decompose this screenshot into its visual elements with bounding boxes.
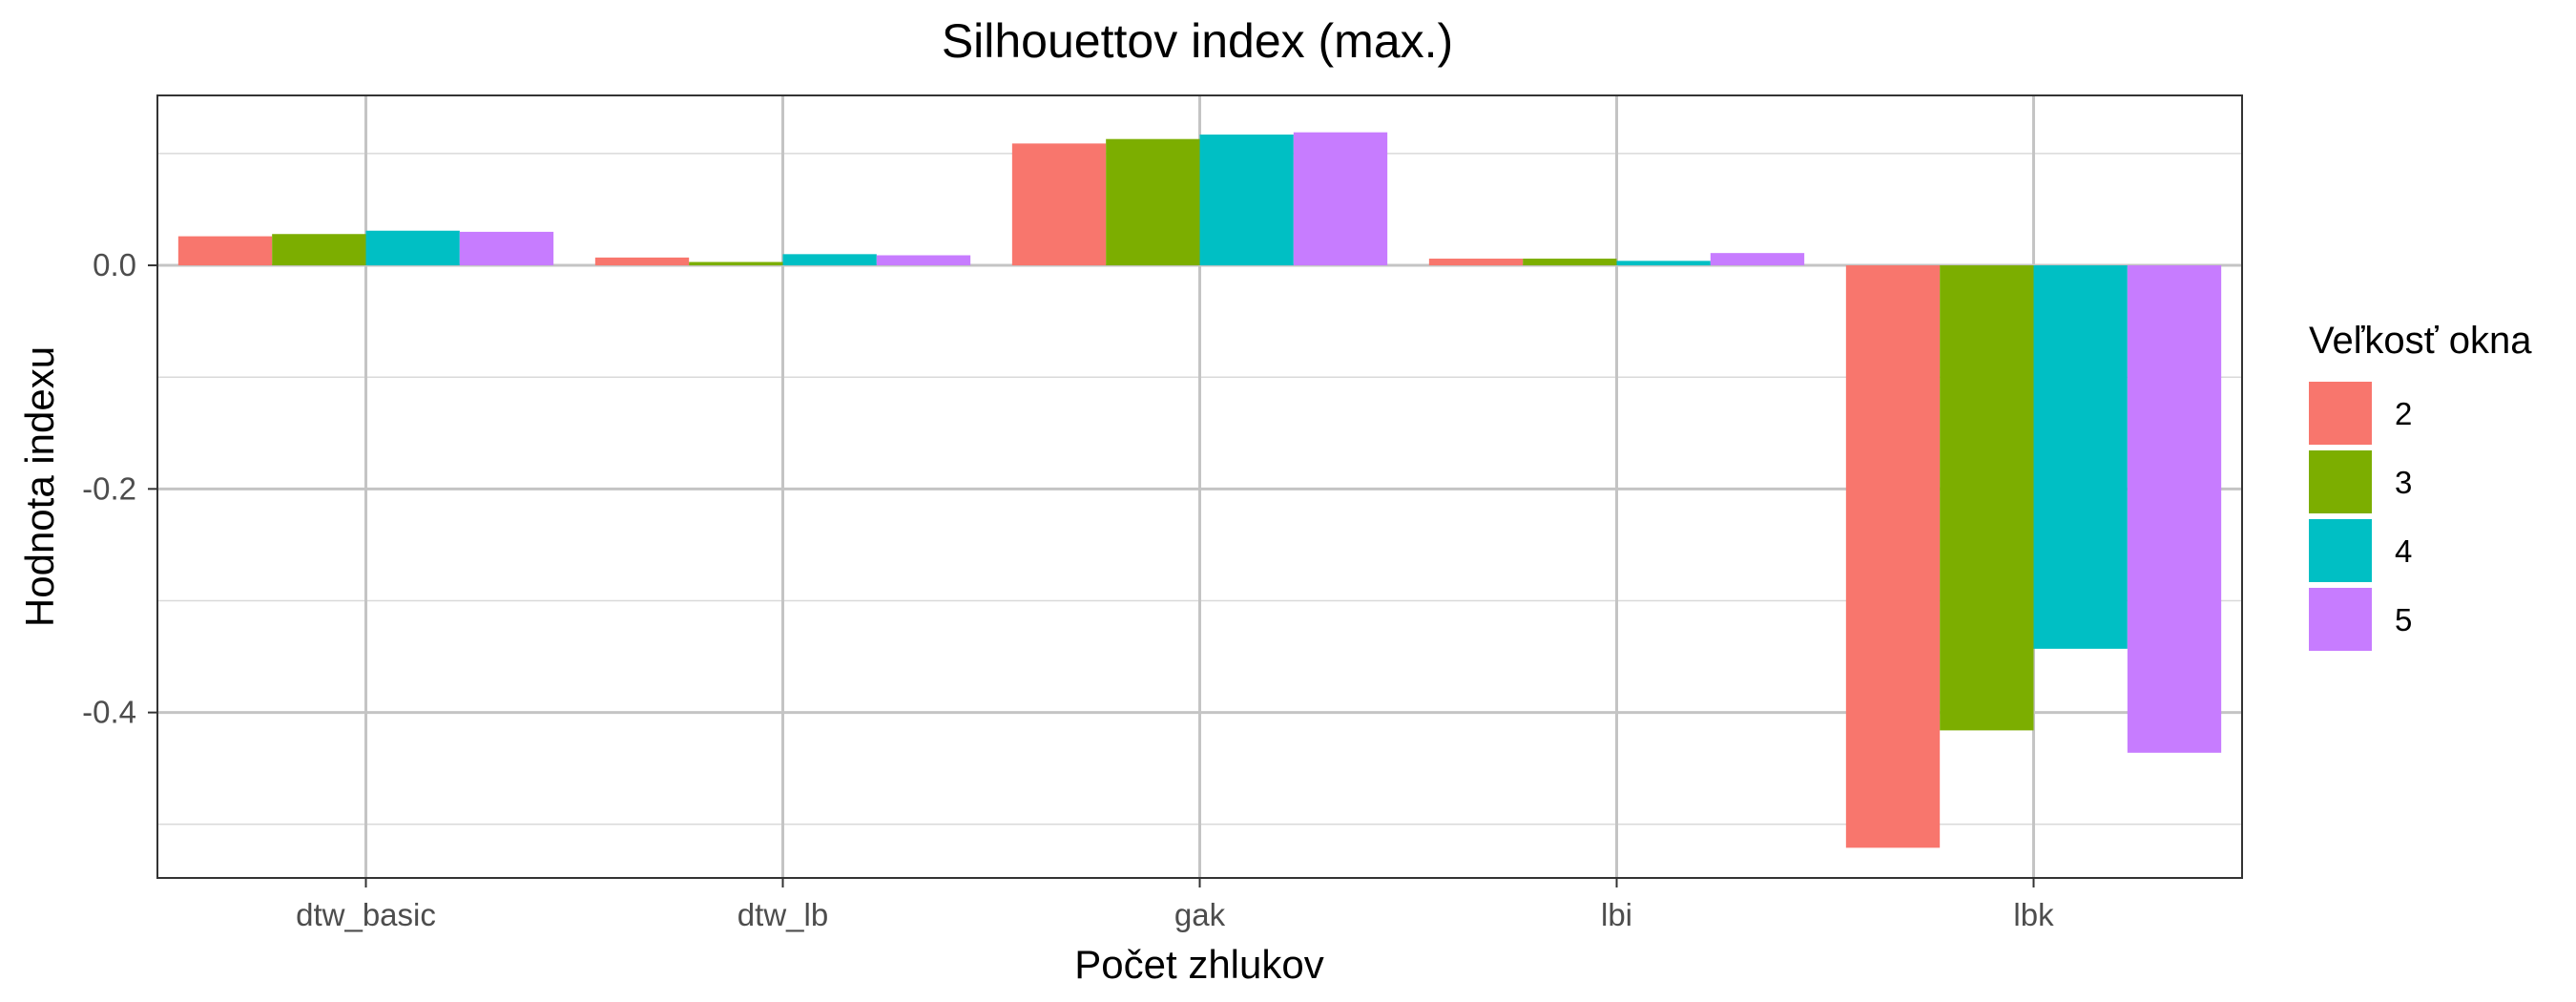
chart-title: Silhouettov index (max.): [942, 14, 1453, 68]
bar-gak-5: [1293, 132, 1388, 266]
bar-dtw_lb-4: [782, 254, 877, 266]
y-tick-label: 0.0: [93, 247, 136, 282]
bar-gak-2: [1011, 143, 1107, 266]
bar-dtw_basic-2: [177, 236, 273, 266]
y-axis-title: Hodnota indexu: [17, 346, 62, 627]
legend: Veľkosť okna 2 3 4 5: [2309, 320, 2532, 651]
bar-dtw_basic-5: [459, 231, 554, 266]
y-tick-label: -0.2: [82, 470, 136, 506]
bar-lbk-4: [2033, 265, 2128, 649]
bars: [177, 132, 2222, 848]
legend-swatch: [2309, 519, 2372, 582]
x-tick-label: gak: [1174, 897, 1226, 932]
bar-lbk-2: [1845, 265, 1941, 848]
bar-gak-4: [1199, 135, 1294, 266]
bar-lbi-2: [1428, 259, 1524, 266]
x-tick-label: dtw_basic: [296, 897, 436, 932]
legend-swatch: [2309, 588, 2372, 651]
bar-lbk-3: [1940, 265, 2034, 731]
legend-swatch: [2309, 382, 2372, 445]
bar-lbi-5: [1710, 253, 1805, 266]
x-tick-label: dtw_lb: [737, 897, 828, 932]
x-tick-label: lbk: [2013, 897, 2054, 932]
bar-dtw_lb-2: [594, 257, 690, 266]
legend-title: Veľkosť okna: [2309, 320, 2532, 362]
bar-gak-3: [1106, 138, 1200, 266]
bar-dtw_basic-3: [272, 234, 366, 266]
bar-dtw_basic-4: [365, 230, 460, 266]
y-axis: 0.0 -0.2 -0.4: [82, 247, 157, 730]
legend-swatch: [2309, 450, 2372, 513]
x-tick-label: lbi: [1601, 897, 1632, 932]
bar-lbk-5: [2127, 265, 2222, 753]
bar-dtw_lb-5: [876, 255, 971, 266]
legend-label: 4: [2395, 533, 2412, 569]
bar-dtw_lb-3: [689, 261, 783, 266]
legend-label: 5: [2395, 602, 2412, 637]
bar-lbi-3: [1523, 259, 1617, 266]
legend-label: 3: [2395, 465, 2412, 500]
x-axis: dtw_basic dtw_lb gak lbi lbk: [296, 878, 2054, 932]
bar-lbi-4: [1616, 261, 1711, 266]
x-axis-title: Počet zhlukov: [1074, 942, 1323, 987]
y-tick-label: -0.4: [82, 695, 136, 730]
legend-label: 2: [2395, 396, 2412, 431]
